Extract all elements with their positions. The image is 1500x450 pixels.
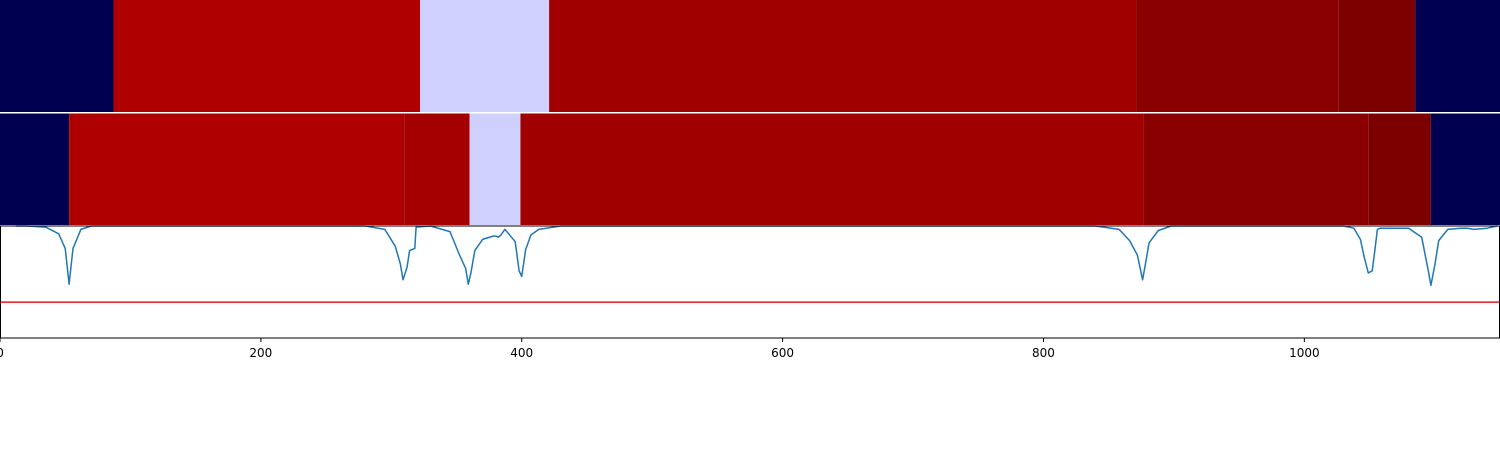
heatmap-cell xyxy=(549,0,1137,112)
heatmap-cell xyxy=(469,113,521,225)
heatmap-cell xyxy=(404,113,470,225)
x-tick-label: 200 xyxy=(249,346,272,360)
heatmap-cell xyxy=(0,0,114,112)
x-tick-label: 800 xyxy=(1032,346,1055,360)
heatmap-cell xyxy=(0,113,70,225)
heatmap-cell xyxy=(1338,0,1416,112)
signal-line xyxy=(15,225,1498,287)
x-tick-label: 400 xyxy=(510,346,533,360)
heatmap-tracks xyxy=(0,0,1500,225)
heatmap-cell xyxy=(1143,113,1369,225)
track-separator xyxy=(0,112,1500,114)
heatmap-cell xyxy=(69,113,405,225)
heatmap-cell xyxy=(420,0,550,112)
x-tick-label: 0 xyxy=(0,346,4,360)
heatmap-cell xyxy=(1430,113,1500,225)
heatmap-track-2 xyxy=(0,113,1500,225)
heatmap-track-1 xyxy=(0,0,1500,112)
heatmap-cell xyxy=(113,0,420,112)
x-axis: 0 200 400 600 800 1000 xyxy=(0,338,1320,360)
heatmap-cell xyxy=(1368,113,1431,225)
x-tick-label: 1000 xyxy=(1289,346,1320,360)
heatmap-cell xyxy=(1415,0,1500,112)
signal-background xyxy=(0,226,1500,338)
heatmap-cell xyxy=(1136,0,1339,112)
signal-axes xyxy=(0,225,1500,339)
x-tick-label: 600 xyxy=(771,346,794,360)
heatmap-cell xyxy=(520,113,1144,225)
